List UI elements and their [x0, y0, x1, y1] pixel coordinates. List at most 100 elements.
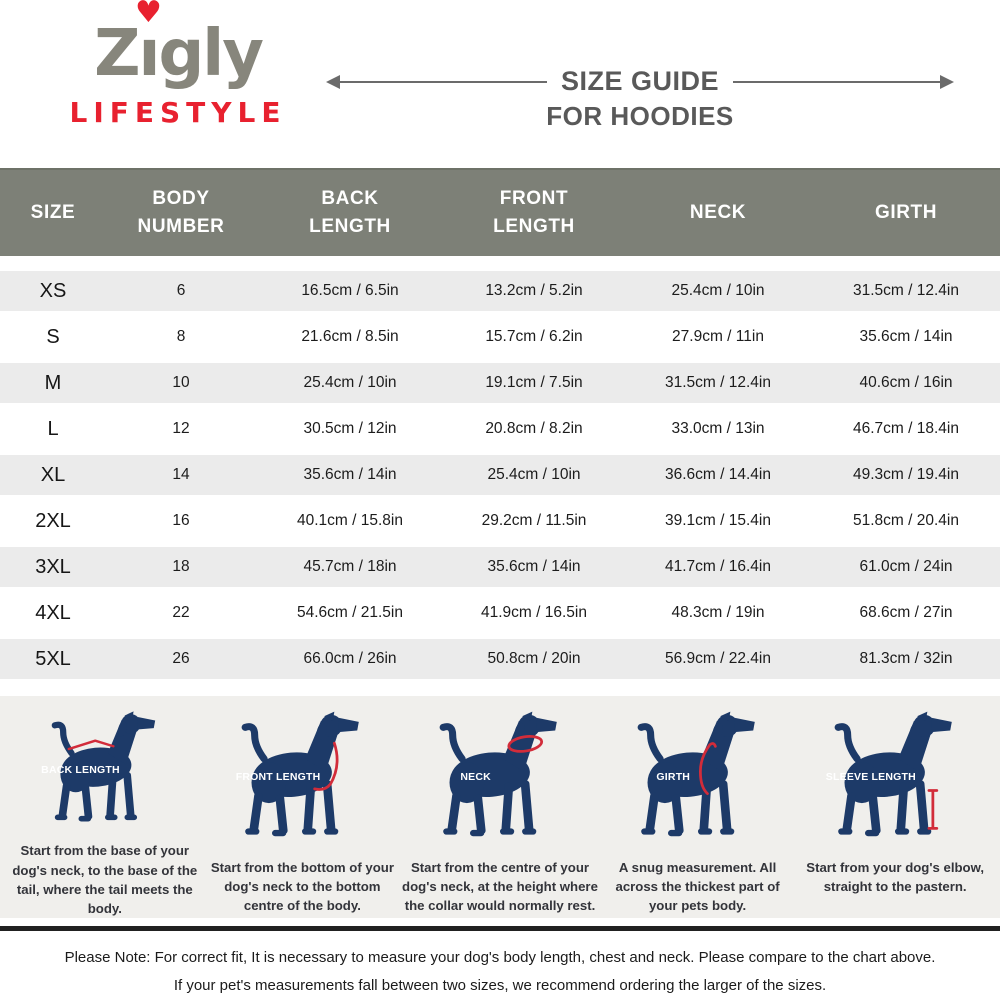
cell-neck: 36.6cm / 14.4in: [665, 466, 771, 483]
cell-girth: 68.6cm / 27in: [859, 604, 953, 621]
cell-front-length: 29.2cm / 11.5in: [481, 512, 587, 529]
measure-figure-girth: GIRTH A snug measurement. All across the…: [599, 710, 797, 918]
header-cell-size: SIZE: [30, 202, 76, 224]
measure-label: SLEEVE LENGTH: [825, 771, 916, 784]
title-block: SIZE GUIDE FOR HOODIES: [326, 66, 954, 132]
cell-neck: 48.3cm / 19in: [671, 604, 765, 621]
cell-front-length: 41.9cm / 16.5in: [481, 604, 587, 621]
cell-size: L: [47, 417, 59, 440]
cell-size: XL: [40, 463, 66, 486]
table-row-5xl: 5XL 26 66.0cm / 26in 50.8cm / 20in 56.9c…: [0, 636, 1000, 682]
header-cell-neck: NECK: [689, 202, 747, 224]
table-body: XS 6 16.5cm / 6.5in 13.2cm / 5.2in 25.4c…: [0, 268, 1000, 682]
dog-silhouette-girth: GIRTH: [617, 710, 779, 852]
back-length-measure-line: [67, 739, 115, 751]
measure-figure-front-length: FRONT LENGTH Start from the bottom of yo…: [204, 710, 402, 918]
cell-back-length: 35.6cm / 14in: [303, 466, 397, 483]
cell-size: 2XL: [35, 509, 71, 532]
cell-neck: 31.5cm / 12.4in: [665, 374, 771, 391]
sleeve-length-measure-line: [927, 789, 939, 830]
cell-size: 4XL: [35, 601, 71, 624]
cell-neck: 56.9cm / 22.4in: [665, 650, 771, 667]
girth-measure-loop: [698, 742, 717, 796]
header-cell-body-number: BODY NUMBER: [137, 188, 225, 237]
table-row-3xl: 3XL 18 45.7cm / 18in 35.6cm / 14in 41.7c…: [0, 544, 1000, 590]
header-cell-girth: GIRTH: [874, 202, 938, 224]
measure-caption: Start from your dog's elbow, straight to…: [806, 860, 985, 895]
cell-front-length: 13.2cm / 5.2in: [485, 282, 583, 299]
dog-icon: [439, 711, 557, 837]
measure-label: GIRTH: [656, 771, 691, 784]
cell-size: S: [46, 325, 60, 348]
measuring-guide-section: BACK LENGTH Start from the base of your …: [0, 696, 1000, 918]
cell-front-length: 35.6cm / 14in: [487, 558, 581, 575]
header-cell-back-length: BACK LENGTH: [309, 188, 391, 237]
dog-silhouette-front-length: FRONT LENGTH: [221, 710, 383, 852]
cell-body-number: 22: [172, 604, 190, 621]
table-header-row: SIZE BODY NUMBER BACK LENGTH FRONT LENGT…: [0, 168, 1000, 256]
table-row-s: S 8 21.6cm / 8.5in 15.7cm / 6.2in 27.9cm…: [0, 314, 1000, 360]
cell-back-length: 21.6cm / 8.5in: [301, 328, 399, 345]
cell-girth: 81.3cm / 32in: [859, 650, 953, 667]
cell-neck: 39.1cm / 15.4in: [665, 512, 771, 529]
table-row-4xl: 4XL 22 54.6cm / 21.5in 41.9cm / 16.5in 4…: [0, 590, 1000, 636]
cell-girth: 31.5cm / 12.4in: [853, 282, 959, 299]
measure-figure-neck: NECK Start from the centre of your dog's…: [401, 710, 599, 918]
cell-girth: 51.8cm / 20.4in: [853, 512, 959, 529]
cell-front-length: 50.8cm / 20in: [487, 650, 581, 667]
cell-girth: 35.6cm / 14in: [859, 328, 953, 345]
cell-front-length: 19.1cm / 7.5in: [485, 374, 583, 391]
cell-neck: 27.9cm / 11in: [672, 328, 764, 345]
cell-size: M: [44, 371, 62, 394]
front-length-measure-line: [313, 741, 339, 791]
table-row-2xl: 2XL 16 40.1cm / 15.8in 29.2cm / 11.5in 3…: [0, 498, 1000, 544]
measure-figure-back-length: BACK LENGTH Start from the base of your …: [6, 710, 204, 918]
dog-silhouette-sleeve-length: SLEEVE LENGTH: [814, 710, 976, 852]
measure-label: FRONT LENGTH: [235, 771, 321, 784]
footer-note-line2: If your pet's measurements fall between …: [173, 976, 827, 994]
cell-girth: 46.7cm / 18.4in: [853, 420, 959, 437]
page-title: SIZE GUIDE: [560, 66, 720, 96]
cell-front-length: 20.8cm / 8.2in: [485, 420, 583, 437]
measure-caption: A snug measurement. All across the thick…: [615, 860, 780, 914]
measure-caption: Start from the bottom of your dog's neck…: [210, 860, 394, 914]
cell-girth: 40.6cm / 16in: [859, 374, 953, 391]
cell-front-length: 15.7cm / 6.2in: [485, 328, 583, 345]
page-subtitle: FOR HOODIES: [546, 101, 734, 131]
cell-front-length: 25.4cm / 10in: [487, 466, 581, 483]
dog-icon: [51, 711, 155, 822]
cell-neck: 33.0cm / 13in: [671, 420, 765, 437]
measure-caption: Start from the centre of your dog's neck…: [402, 860, 598, 914]
measure-label: NECK: [460, 771, 491, 784]
cell-neck: 41.7cm / 16.4in: [665, 558, 771, 575]
table-row-m: M 10 25.4cm / 10in 19.1cm / 7.5in 31.5cm…: [0, 360, 1000, 406]
lifestyle-wordmark: LIFESTYLE: [69, 96, 287, 129]
right-arrow-icon: [733, 74, 954, 89]
cell-body-number: 14: [172, 466, 190, 483]
cell-back-length: 25.4cm / 10in: [303, 374, 397, 391]
zigly-wordmark: Zı ♥ gly: [94, 0, 264, 91]
cell-body-number: 12: [172, 420, 190, 437]
cell-size: 5XL: [35, 647, 71, 670]
cell-body-number: 26: [172, 650, 190, 667]
table-row-l: L 12 30.5cm / 12in 20.8cm / 8.2in 33.0cm…: [0, 406, 1000, 452]
cell-size: XS: [39, 279, 67, 302]
brand-header: Zı ♥ gly LIFESTYLE SIZE GUIDE FOR HOODIES: [0, 0, 1000, 168]
footer-divider: [0, 926, 1000, 931]
cell-back-length: 30.5cm / 12in: [303, 420, 397, 437]
cell-girth: 61.0cm / 24in: [859, 558, 953, 575]
neck-measure-loop: [507, 735, 544, 753]
zigly-logo: Zı ♥ gly LIFESTYLE: [58, 0, 298, 129]
dog-icon: [242, 711, 360, 837]
heart-icon: ♥: [135, 0, 162, 30]
measure-figure-sleeve-length: SLEEVE LENGTH Start from your dog's elbo…: [796, 710, 994, 918]
cell-body-number: 8: [176, 328, 186, 345]
cell-size: 3XL: [35, 555, 71, 578]
cell-body-number: 6: [176, 282, 186, 299]
cell-back-length: 54.6cm / 21.5in: [297, 604, 403, 621]
left-arrow-icon: [326, 74, 547, 89]
cell-body-number: 16: [172, 512, 190, 529]
cell-back-length: 66.0cm / 26in: [303, 650, 397, 667]
dog-icon: [834, 711, 952, 837]
